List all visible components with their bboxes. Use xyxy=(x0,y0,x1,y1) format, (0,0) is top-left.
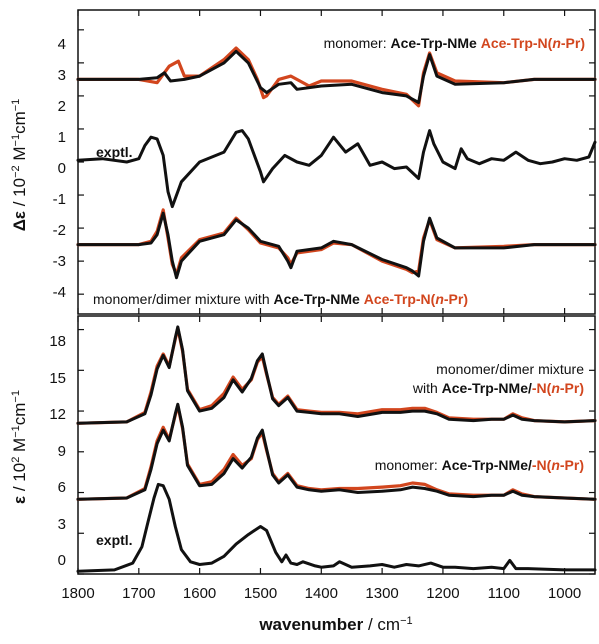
y-tick-label: -2 xyxy=(53,222,66,239)
top-y-tick-labels: 4 3 2 1 0 -1 -2 -3 -4 xyxy=(53,36,66,301)
y-tick-label: -3 xyxy=(53,253,66,270)
y-tick-label: 2 xyxy=(58,98,66,115)
series-line-1-0 xyxy=(76,325,597,425)
bottom-y-axis-title: ε / 102 M−1cm−1 xyxy=(10,390,29,504)
series-line-0-2 xyxy=(76,129,597,209)
x-tick-label: 1000 xyxy=(548,585,581,602)
y-tick-label: 12 xyxy=(49,406,66,423)
y-tick-label: 0 xyxy=(58,552,66,569)
top-mixture-legend: monomer/dimer mixture with Ace-Trp-NMe A… xyxy=(93,291,468,307)
y-tick-label: 1 xyxy=(58,129,66,146)
x-tick-label: 1100 xyxy=(488,585,520,602)
bottom-panel-frame xyxy=(77,315,596,575)
x-tick-label: 1400 xyxy=(305,585,338,602)
y-tick-label: -1 xyxy=(53,191,66,208)
y-tick-label: 15 xyxy=(49,370,66,387)
y-tick-label: 0 xyxy=(58,160,66,177)
top-exptl-label: exptl. xyxy=(96,144,133,160)
series-line-1-2 xyxy=(76,402,597,501)
bottom-mixture-legend-line1: monomer/dimer mixture xyxy=(436,361,584,377)
y-tick-label: 3 xyxy=(58,67,66,84)
series-line-0-3 xyxy=(76,211,597,280)
x-tick-labels: 1800 1700 1600 1500 1400 1300 1200 1100 … xyxy=(61,585,581,602)
y-tick-label: 18 xyxy=(49,333,66,350)
bottom-y-tick-labels: 18 15 12 9 6 3 0 xyxy=(49,333,66,569)
bottom-monomer-legend: monomer: Ace-Trp-NMe/-N(n-Pr) xyxy=(375,457,584,473)
top-monomer-legend: monomer: Ace-Trp-NMe Ace-Trp-N(n-Pr) xyxy=(324,35,585,51)
x-tick-label: 1600 xyxy=(183,585,216,602)
y-tick-label: 9 xyxy=(58,443,66,460)
bottom-mixture-legend-line2: with Ace-Trp-NMe/-N(n-Pr) xyxy=(412,380,584,396)
x-tick-label: 1700 xyxy=(122,585,155,602)
y-tick-label: 3 xyxy=(58,516,66,533)
axis-ticks xyxy=(77,10,595,575)
series-line-0-0 xyxy=(76,49,597,104)
y-tick-label: -4 xyxy=(53,284,66,301)
spectra-series xyxy=(76,46,597,573)
x-tick-label: 1300 xyxy=(365,585,398,602)
x-axis-title: wavenumber / cm−1 xyxy=(258,615,412,634)
x-tick-label: 1200 xyxy=(426,585,459,602)
y-tick-label: 6 xyxy=(58,479,66,496)
series-line-1-4 xyxy=(76,482,597,573)
x-tick-label: 1500 xyxy=(244,585,277,602)
y-tick-label: 4 xyxy=(58,36,66,53)
top-panel-frame xyxy=(77,9,596,315)
top-y-axis-title: Δε / 10−2 M−1cm−1 xyxy=(10,99,29,232)
x-tick-label: 1800 xyxy=(61,585,94,602)
bottom-exptl-label: exptl. xyxy=(96,532,133,548)
